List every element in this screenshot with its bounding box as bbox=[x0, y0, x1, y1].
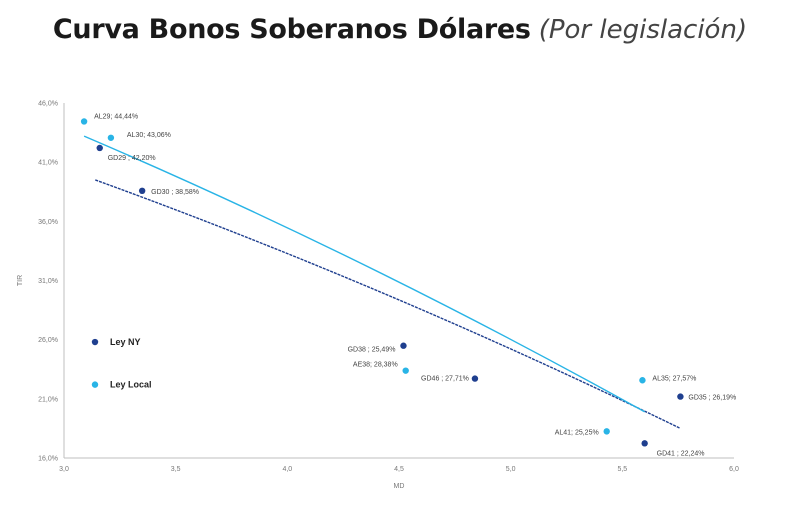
data-label: GD29 ; 42,20% bbox=[108, 155, 156, 162]
data-point bbox=[402, 367, 409, 374]
legend-label: Ley Local bbox=[110, 380, 152, 390]
chart-title: Curva Bonos Soberanos Dólares bbox=[52, 14, 531, 45]
y-tick-label: 46,0% bbox=[38, 101, 58, 108]
x-tick-label: 5,0 bbox=[506, 466, 516, 473]
data-point bbox=[639, 377, 646, 384]
data-labels: GD29 ; 42,20% GD30 ; 38,58% GD38 ; 25,49% G… bbox=[94, 113, 736, 457]
chart-subtitle: (Por legislación) bbox=[538, 15, 748, 45]
data-label: GD46 ; 27,71% bbox=[421, 376, 469, 383]
data-label: GD35 ; 26,19% bbox=[688, 395, 736, 402]
x-tick-label: 3,0 bbox=[59, 466, 69, 473]
data-point bbox=[96, 144, 103, 152]
axes bbox=[63, 103, 734, 459]
data-label: AL29; 44,44% bbox=[94, 113, 138, 120]
data-label: GD41 ; 22,24% bbox=[657, 450, 705, 457]
data-point bbox=[138, 187, 146, 195]
chart-heading: Curva Bonos Soberanos Dólares (Por legisl… bbox=[0, 14, 800, 45]
data-label: GD38 ; 25,49% bbox=[348, 347, 396, 354]
data-label: AE38; 28,38% bbox=[353, 362, 398, 369]
y-tick-label: 41,0% bbox=[38, 160, 58, 167]
trend-line-ley-ny bbox=[95, 179, 681, 430]
data-point bbox=[603, 428, 610, 435]
y-tick-label: 31,0% bbox=[38, 278, 58, 285]
y-tick-labels: 46,0% 41,0% 36,0% 31,0% 26,0% 21,0% 16,0% bbox=[38, 101, 58, 463]
x-tick-labels: 3,0 3,5 4,0 4,5 5,0 5,5 6,0 bbox=[59, 466, 739, 473]
data-point bbox=[641, 440, 648, 447]
x-tick-label: 6,0 bbox=[729, 466, 739, 473]
data-label: AL35; 27,57% bbox=[652, 375, 696, 382]
data-point bbox=[677, 393, 684, 400]
data-label: AL41; 25,25% bbox=[555, 429, 599, 436]
data-point bbox=[471, 375, 479, 382]
x-tick-label: 5,5 bbox=[617, 466, 627, 473]
data-point bbox=[80, 118, 88, 125]
y-tick-label: 16,0% bbox=[38, 456, 58, 463]
x-axis-label: MD bbox=[394, 483, 405, 490]
trend-lines bbox=[83, 135, 681, 430]
legend: Ley NY Ley Local bbox=[91, 337, 152, 390]
y-tick-label: 26,0% bbox=[38, 337, 58, 344]
x-tick-label: 3,5 bbox=[171, 466, 181, 473]
legend-label: Ley NY bbox=[110, 337, 141, 347]
trend-line-ley-local bbox=[83, 135, 646, 413]
data-label: AL30; 43,06% bbox=[127, 132, 171, 139]
data-point bbox=[107, 134, 115, 141]
y-axis-label: TIR bbox=[17, 275, 24, 286]
x-tick-label: 4,0 bbox=[282, 466, 292, 473]
y-tick-label: 21,0% bbox=[38, 396, 58, 403]
x-tick-label: 4,5 bbox=[394, 466, 404, 473]
y-tick-label: 36,0% bbox=[38, 219, 58, 226]
data-point bbox=[400, 342, 407, 349]
data-points bbox=[80, 118, 684, 447]
data-label: GD30 ; 38,58% bbox=[151, 189, 199, 196]
legend-marker bbox=[91, 381, 99, 388]
legend-marker bbox=[91, 338, 99, 346]
